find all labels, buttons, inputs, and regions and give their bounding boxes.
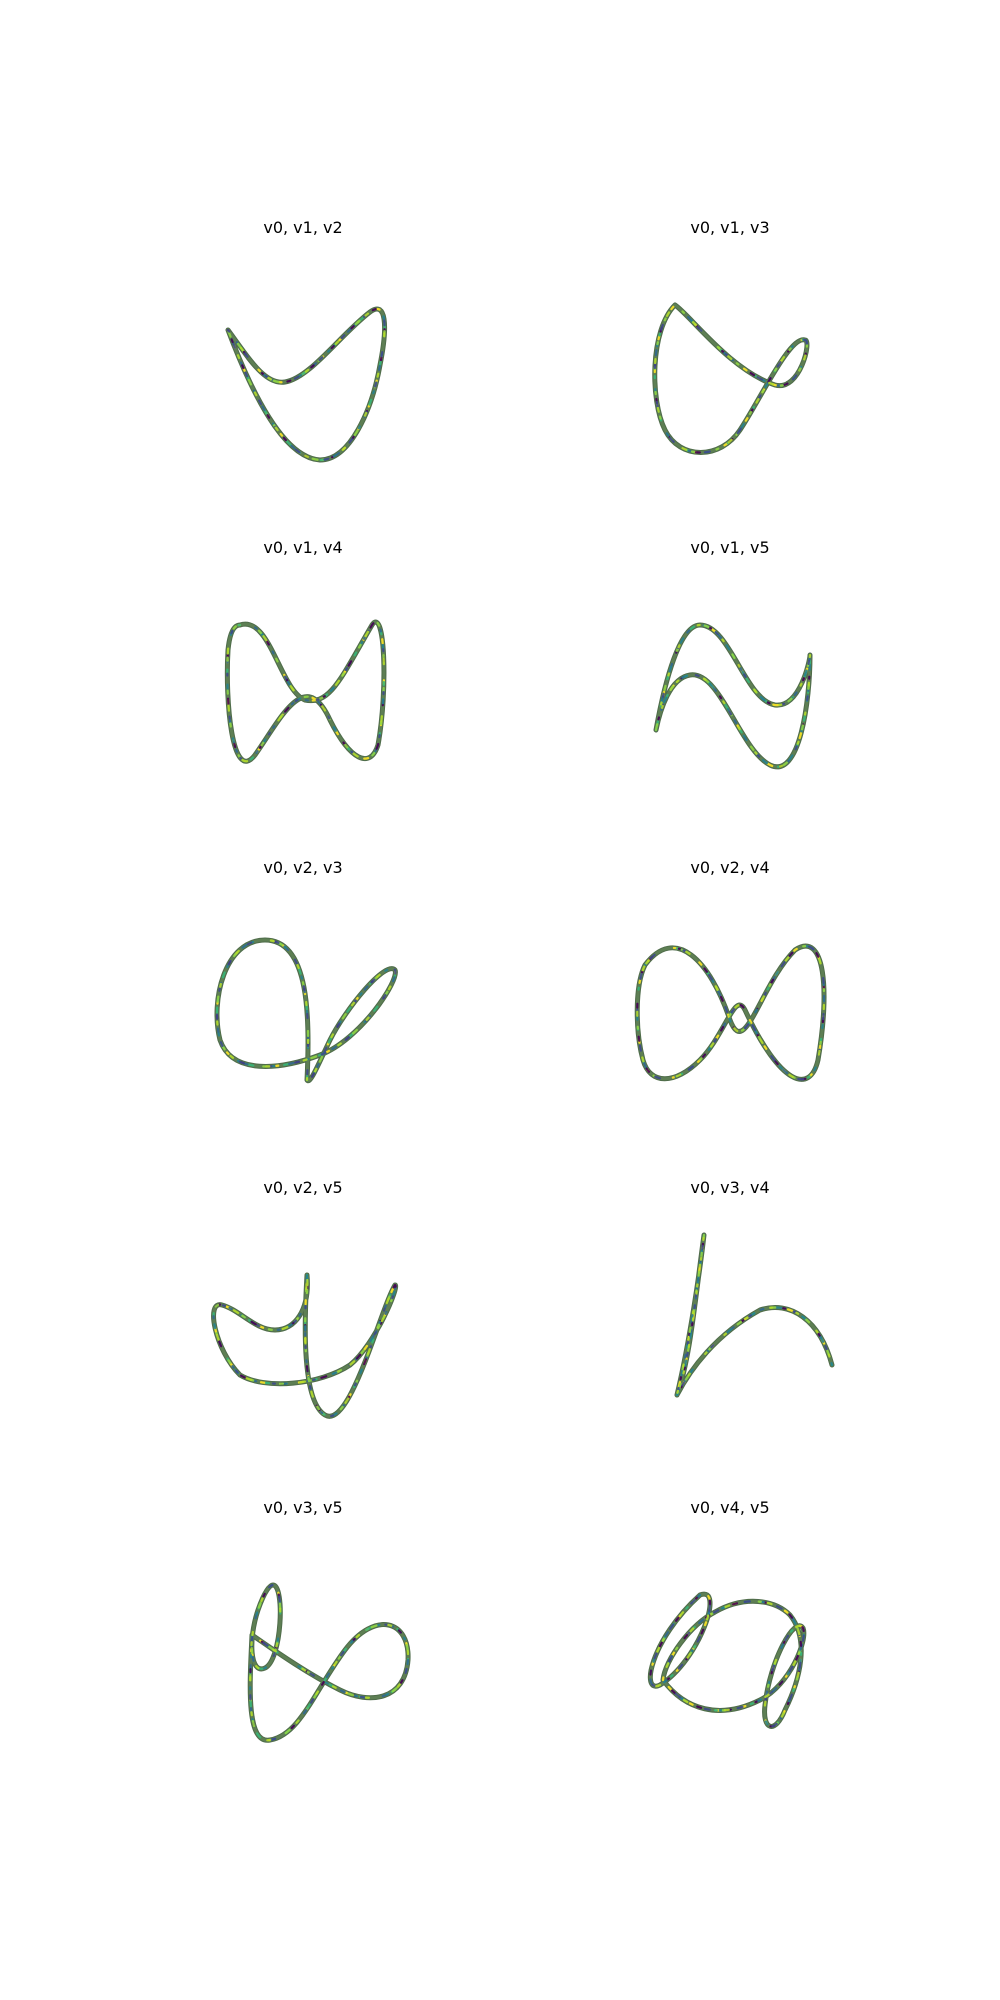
panel-title: v0, v1, v4: [263, 538, 342, 557]
panel-title: v0, v4, v5: [690, 1498, 769, 1517]
panel-v0-v3-v5: v0, v3, v5: [247, 1498, 411, 1743]
panel-v0-v3-v4: v0, v3, v4: [674, 1178, 835, 1398]
panel-v0-v2-v5: v0, v2, v5: [211, 1178, 399, 1419]
curve-speckle: [636, 945, 826, 1081]
panel-v0-v1-v5: v0, v1, v5: [653, 538, 813, 770]
panel-v0-v1-v4: v0, v1, v4: [224, 538, 387, 764]
panel-title: v0, v1, v3: [690, 218, 769, 237]
panel-v0-v1-v2: v0, v1, v2: [225, 218, 388, 463]
curve-speckle: [212, 1273, 397, 1418]
panel-title: v0, v2, v5: [263, 1178, 342, 1197]
curve-speckle: [649, 1593, 805, 1728]
panel-v0-v2-v4: v0, v2, v4: [634, 858, 827, 1082]
curve-speckle: [636, 945, 826, 1081]
curve-speckle: [636, 945, 826, 1081]
curve-speckle: [654, 623, 812, 768]
curve-speckle: [226, 621, 386, 763]
panel-title: v0, v1, v5: [690, 538, 769, 557]
curve-speckle: [675, 1233, 834, 1397]
panel-title: v0, v2, v3: [263, 858, 342, 877]
panel-v0-v2-v3: v0, v2, v3: [214, 858, 398, 1084]
curve-speckle: [649, 1593, 805, 1728]
curve-speckle: [654, 623, 812, 768]
curve-speckle: [649, 1593, 805, 1728]
panel-title: v0, v3, v5: [263, 1498, 342, 1517]
curve-speckle: [249, 1583, 410, 1742]
panel-title: v0, v1, v2: [263, 218, 342, 237]
panel-v0-v1-v3: v0, v1, v3: [652, 218, 810, 455]
panel-title: v0, v2, v4: [690, 858, 769, 877]
curve-speckle: [653, 303, 809, 454]
curve-speckle: [215, 938, 397, 1082]
curve-speckle: [226, 307, 386, 462]
panel-v0-v4-v5: v0, v4, v5: [647, 1498, 807, 1729]
curve-speckle: [675, 1233, 834, 1397]
panel-title: v0, v3, v4: [690, 1178, 769, 1197]
curve-speckle: [212, 1273, 397, 1418]
